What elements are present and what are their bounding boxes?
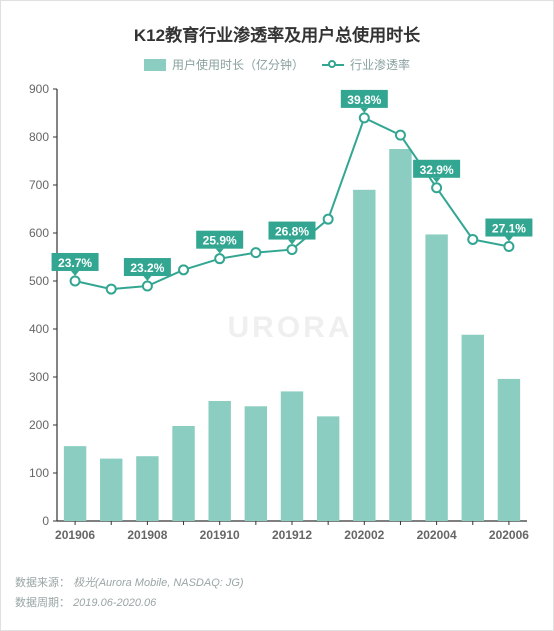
svg-text:201908: 201908: [127, 528, 167, 542]
footer: 数据来源： 极光(Aurora Mobile, NASDAQ: JG) 数据周期…: [15, 574, 539, 610]
svg-text:202004: 202004: [417, 528, 457, 542]
svg-text:700: 700: [29, 178, 49, 192]
bar: [245, 406, 267, 521]
line-marker: [468, 235, 477, 244]
data-label: 23.7%: [58, 256, 92, 270]
period-value: 2019.06-2020.06: [73, 597, 156, 609]
bar: [353, 190, 375, 521]
svg-text:0: 0: [42, 514, 49, 528]
line-marker: [215, 254, 224, 263]
bar: [100, 459, 122, 521]
bar: [317, 416, 339, 521]
svg-text:400: 400: [29, 322, 49, 336]
svg-text:202002: 202002: [344, 528, 384, 542]
period-label: 数据周期：: [15, 597, 70, 609]
chart-area: 0 100 200 300 400 500 600 700 800 900 201906 201908…: [15, 81, 539, 556]
footer-source: 数据来源： 极光(Aurora Mobile, NASDAQ: JG): [15, 574, 539, 590]
chart-svg: 0 100 200 300 400 500 600 700 800 900 201906 201908…: [15, 81, 535, 551]
svg-text:201912: 201912: [272, 528, 312, 542]
svg-text:201906: 201906: [55, 528, 95, 542]
data-label: 23.2%: [130, 261, 164, 275]
bar: [64, 446, 86, 521]
bar: [462, 335, 484, 521]
bar: [389, 149, 411, 521]
bar: [172, 426, 194, 521]
legend-bar-swatch: [144, 59, 166, 71]
source-label: 数据来源：: [15, 577, 70, 589]
legend: 用户使用时长（亿分钟） 行业渗透率: [15, 56, 539, 73]
svg-text:200: 200: [29, 418, 49, 432]
data-label: 25.9%: [203, 234, 237, 248]
line-marker: [107, 285, 116, 294]
svg-text:202006: 202006: [489, 528, 529, 542]
data-label: 32.9%: [420, 163, 454, 177]
data-label: 39.8%: [347, 93, 381, 107]
data-label: 27.1%: [492, 222, 526, 236]
line-marker: [71, 276, 80, 285]
line-marker: [396, 131, 405, 140]
legend-line-swatch: [322, 64, 344, 66]
svg-text:600: 600: [29, 226, 49, 240]
svg-text:900: 900: [29, 82, 49, 96]
legend-bar-label: 用户使用时长（亿分钟）: [172, 56, 304, 73]
line-marker: [360, 113, 369, 122]
chart-title: K12教育行业渗透率及用户总使用时长: [15, 21, 539, 46]
legend-item-line: 行业渗透率: [322, 56, 410, 73]
legend-line-label: 行业渗透率: [350, 56, 410, 73]
bar: [498, 379, 520, 521]
chart-card: K12教育行业渗透率及用户总使用时长 用户使用时长（亿分钟） 行业渗透率 0 10…: [0, 0, 554, 631]
line-marker: [179, 265, 188, 274]
legend-item-bar: 用户使用时长（亿分钟）: [144, 56, 304, 73]
bar: [425, 234, 447, 521]
line-marker: [288, 245, 297, 254]
svg-text:201910: 201910: [200, 528, 240, 542]
bar: [136, 456, 158, 521]
line-marker: [251, 248, 260, 257]
bar: [281, 391, 303, 521]
svg-text:100: 100: [29, 466, 49, 480]
svg-text:800: 800: [29, 130, 49, 144]
svg-text:300: 300: [29, 370, 49, 384]
line-marker: [504, 242, 513, 251]
source-value: 极光(Aurora Mobile, NASDAQ: JG): [73, 577, 244, 589]
data-label: 26.8%: [275, 225, 309, 239]
line-marker: [143, 282, 152, 291]
bar: [208, 401, 230, 521]
line-marker: [432, 183, 441, 192]
footer-period: 数据周期： 2019.06-2020.06: [15, 594, 539, 610]
svg-text:500: 500: [29, 274, 49, 288]
line-marker: [324, 215, 333, 224]
